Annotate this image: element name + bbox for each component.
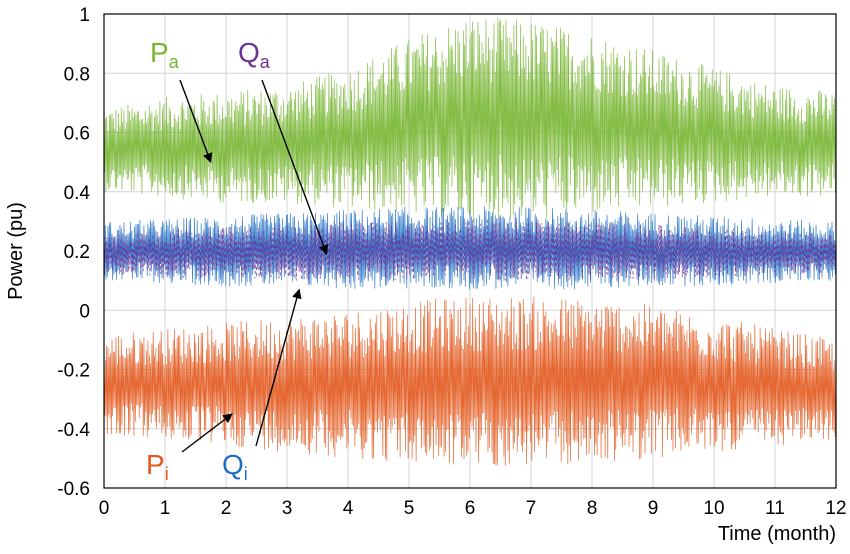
x-tick-label: 3 (282, 498, 293, 519)
y-tick-label: 0 (79, 301, 90, 322)
x-tick-label: 10 (703, 498, 724, 519)
x-tick-label: 1 (160, 498, 171, 519)
x-tick-label: 12 (825, 498, 846, 519)
x-axis-label: Time (month) (718, 523, 836, 545)
series-label-subscript: i (244, 464, 248, 484)
series-label: Pa (150, 37, 180, 72)
annotation-arrow (261, 79, 329, 255)
series-pi (103, 296, 837, 466)
series-label-subscript: a (169, 52, 180, 72)
x-tick-label: 7 (526, 498, 537, 519)
series-layer (103, 17, 837, 466)
y-tick-label: -0.2 (57, 361, 90, 382)
plot-frame (103, 13, 837, 489)
series-label-base: P (146, 449, 165, 480)
y-tick-label: -0.4 (57, 420, 90, 441)
series-line (103, 296, 837, 466)
series-line (103, 17, 837, 222)
x-tick-label: 11 (765, 498, 785, 519)
annotation-qi: Qi (222, 288, 302, 484)
x-tick-label: 6 (465, 498, 476, 519)
series-label: Qi (222, 449, 248, 484)
series-label-base: P (150, 37, 169, 68)
series-label-base: Q (238, 37, 260, 68)
x-tick-label: 9 (648, 498, 659, 519)
x-tick-label: 5 (404, 498, 415, 519)
y-tick-label: 0.4 (64, 183, 91, 204)
x-tick-label: 8 (587, 498, 598, 519)
y-tick-label: 0.8 (64, 64, 90, 85)
y-axis-label: Power (pu) (5, 202, 27, 300)
series-label-subscript: i (165, 464, 169, 484)
annotation-pi: Pi (146, 413, 233, 484)
series-label-subscript: a (260, 52, 271, 72)
tick-labels: 0 1 2 3 4 5 6 7 8 9 10 11 1210.80.60.40.20-0.2-0.4-0… (57, 5, 846, 519)
x-tick-label: 2 (221, 498, 232, 519)
x-tick-label: 0 (99, 498, 110, 519)
annotation-arrow (181, 413, 233, 453)
series-pa (103, 17, 837, 222)
series-label-base: Q (222, 449, 244, 480)
y-tick-label: 1 (79, 5, 90, 26)
annotation-pa: Pa (150, 37, 213, 164)
x-tick-label: 4 (343, 498, 354, 519)
series-label: Pi (146, 449, 169, 484)
y-tick-label: 0.2 (64, 242, 90, 263)
y-tick-label: -0.6 (57, 479, 90, 500)
series-label: Qa (238, 37, 271, 72)
annotation-arrow (179, 79, 213, 164)
y-tick-label: 0.6 (64, 124, 90, 145)
annotation-qa: Qa (238, 37, 329, 255)
annotation-arrow (255, 288, 302, 447)
